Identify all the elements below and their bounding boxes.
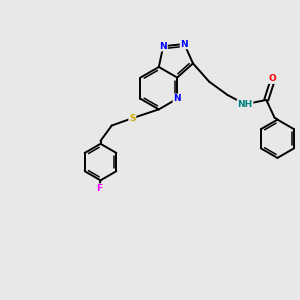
Text: N: N (181, 40, 188, 49)
Text: N: N (159, 42, 167, 51)
Text: F: F (96, 184, 102, 193)
Text: S: S (129, 114, 136, 123)
Text: NH: NH (237, 100, 253, 109)
Text: N: N (173, 94, 181, 103)
Text: O: O (268, 74, 276, 83)
